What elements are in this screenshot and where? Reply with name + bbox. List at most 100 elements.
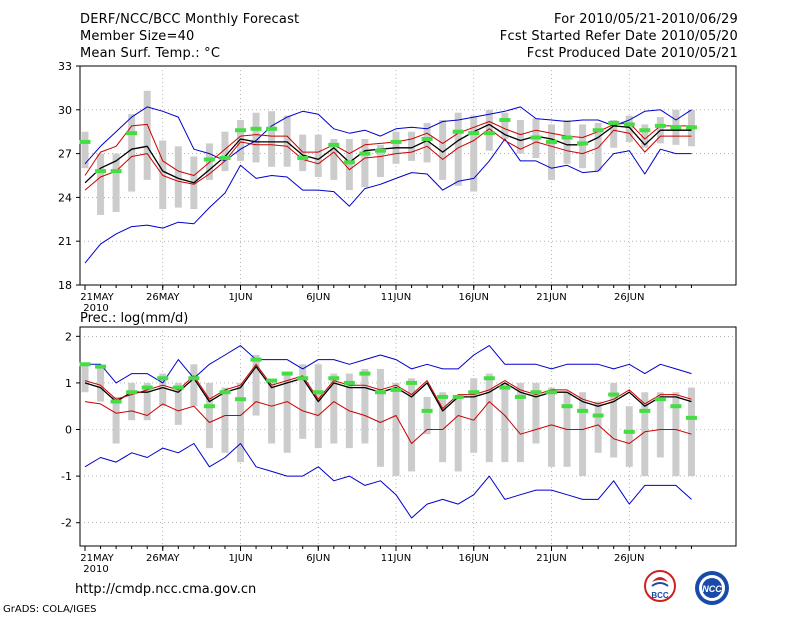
y-tick-label: -1 xyxy=(61,470,72,483)
spread-bar xyxy=(656,392,664,458)
spread-bar xyxy=(532,382,540,444)
spread-bar xyxy=(299,134,307,172)
spread-bar xyxy=(516,382,524,463)
observed-marker xyxy=(281,371,293,376)
spread-bar xyxy=(610,120,618,148)
y-tick-label: 27 xyxy=(58,148,72,161)
ncc-logo-text: NCC xyxy=(702,584,722,594)
observed-marker xyxy=(577,141,589,146)
x-tick-label: 21MAY xyxy=(80,553,114,564)
spread-bar xyxy=(159,373,167,407)
series-line-min xyxy=(84,443,692,519)
observed-marker xyxy=(483,131,495,136)
observed-marker xyxy=(328,376,340,381)
observed-marker xyxy=(328,142,340,147)
spread-bar xyxy=(501,112,509,139)
spread-bar xyxy=(501,382,509,463)
observed-marker xyxy=(499,385,511,390)
plot-frame xyxy=(79,65,737,286)
observed-marker xyxy=(250,126,262,131)
spread-bar xyxy=(408,131,416,161)
observed-marker xyxy=(608,120,620,125)
spread-bar xyxy=(237,382,244,463)
x-tick-label: 6JUN xyxy=(306,292,330,303)
temperature-panel-label: Mean Surf. Temp.: °C xyxy=(80,46,221,61)
observed-marker xyxy=(203,404,215,409)
spread-bar xyxy=(190,364,198,407)
spread-bar xyxy=(112,396,120,444)
spread-bar xyxy=(610,382,618,458)
series-line-mean xyxy=(84,123,692,184)
observed-marker xyxy=(95,364,107,369)
header-right: For 2010/05/21-2010/06/29 Fcst Started R… xyxy=(500,11,738,62)
spread-bar xyxy=(330,139,338,180)
spread-bar xyxy=(361,139,369,188)
spread-bar xyxy=(174,146,182,208)
observed-marker xyxy=(608,392,620,397)
spread-bar xyxy=(143,90,151,180)
agency-logos: BCC NCC xyxy=(644,570,729,605)
observed-marker xyxy=(639,128,651,133)
series-line-max xyxy=(85,345,692,384)
spread-bar xyxy=(252,112,260,163)
spread-bar xyxy=(221,131,229,172)
spread-bar xyxy=(625,115,633,142)
spread-bar xyxy=(268,382,276,444)
spread-bar xyxy=(470,378,478,453)
observed-marker xyxy=(188,376,200,381)
observed-marker xyxy=(654,123,666,128)
header-left: DERF/NCC/BCC Monthly Forecast Member Siz… xyxy=(80,11,299,62)
observed-marker xyxy=(623,122,635,127)
source-url[interactable]: http://cmdp.ncc.cma.gov.cn xyxy=(75,582,257,597)
observed-marker xyxy=(390,139,402,144)
observed-marker xyxy=(126,390,138,395)
observed-marker xyxy=(235,397,246,402)
spread-bar xyxy=(454,112,462,186)
x-tick-label: 26JUN xyxy=(614,553,644,564)
y-tick-label: 30 xyxy=(58,104,72,117)
spread-bar xyxy=(548,387,555,467)
spread-bar xyxy=(143,382,151,421)
observed-marker xyxy=(297,376,309,381)
observed-marker xyxy=(685,415,697,420)
observed-marker xyxy=(79,362,91,367)
x-tick-label: 6JUN xyxy=(306,553,330,564)
observed-marker xyxy=(390,387,402,392)
series-line-clim-lower xyxy=(84,401,692,444)
observed-marker xyxy=(312,390,324,395)
x-tick-label: 26MAY xyxy=(146,553,180,564)
spread-bar xyxy=(516,120,524,154)
x-tick-label: 11JUN xyxy=(381,553,411,564)
spread-bar xyxy=(283,373,291,453)
x-tick-label: 21MAY xyxy=(80,292,114,303)
precipitation-panel-label: Prec.: log(mm/d) xyxy=(80,311,188,326)
spread-bar xyxy=(205,382,213,449)
spread-bar xyxy=(97,366,105,402)
spread-bar xyxy=(579,392,587,477)
spread-bar xyxy=(672,392,680,477)
observed-marker xyxy=(141,385,153,390)
observed-marker xyxy=(157,376,169,381)
spread-bar xyxy=(439,392,447,463)
observed-marker xyxy=(266,378,278,383)
observed-marker xyxy=(359,371,371,376)
observed-marker xyxy=(266,126,278,131)
observed-marker xyxy=(343,160,355,165)
observed-marker xyxy=(343,380,355,385)
spread-bar xyxy=(237,120,244,161)
observed-marker xyxy=(530,135,542,140)
y-tick-label: 33 xyxy=(58,60,72,73)
observed-marker xyxy=(421,137,433,141)
forecast-started-date: Fcst Started Refer Date 2010/05/20 xyxy=(499,29,738,44)
spread-bar xyxy=(345,139,353,191)
series-line-max xyxy=(84,106,692,165)
spread-bar xyxy=(268,111,276,167)
spread-bar xyxy=(252,354,260,416)
spread-bar xyxy=(485,373,493,463)
observed-marker xyxy=(670,125,682,130)
spread-bar xyxy=(314,134,322,177)
observed-marker xyxy=(250,357,262,362)
spread-bar xyxy=(81,364,89,393)
spread-bar xyxy=(579,124,587,169)
